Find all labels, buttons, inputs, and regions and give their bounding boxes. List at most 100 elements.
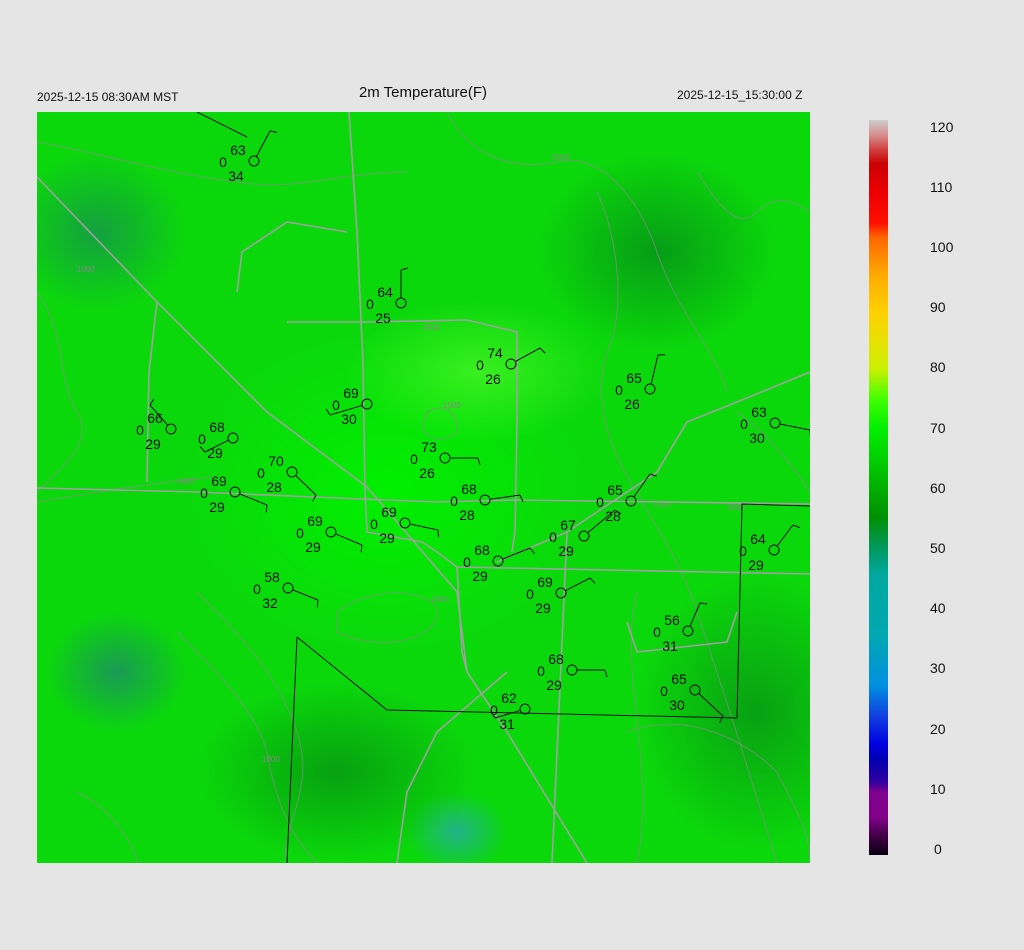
wind-barbs — [149, 130, 810, 723]
wind-barb-flag — [792, 524, 800, 529]
colorbar-tick-label: 10 — [930, 780, 946, 797]
wind-barb-shaft — [489, 494, 521, 500]
wind-barb-flag — [614, 509, 622, 515]
wind-barb-flag — [400, 267, 409, 271]
contour-label: 1500 — [422, 323, 440, 332]
station-temperature: 68 — [548, 651, 564, 667]
station-visibility: 0 — [537, 663, 545, 679]
station-temperature: 69 — [211, 473, 227, 489]
station-marker — [769, 417, 781, 429]
station-marker — [519, 703, 531, 715]
contour-label: 1000 — [177, 477, 195, 486]
station-dewpoint: 29 — [209, 499, 225, 515]
station-dewpoint: 34 — [228, 168, 244, 184]
station-temperature: 67 — [560, 517, 576, 533]
wind-barb-flag — [312, 494, 317, 502]
wind-barb-shaft — [650, 354, 659, 385]
station-visibility: 0 — [549, 529, 557, 545]
station-visibility: 0 — [296, 525, 304, 541]
station-marker — [227, 432, 239, 444]
colorbar-tick-label: 90 — [930, 299, 946, 316]
station-marker — [555, 587, 567, 599]
station-marker — [165, 423, 177, 435]
station-visibility: 0 — [410, 451, 418, 467]
station-marker — [282, 582, 294, 594]
station-dewpoint: 29 — [535, 600, 551, 616]
station-temperature: 68 — [474, 542, 490, 558]
station-visibility: 0 — [257, 465, 265, 481]
colorbar — [869, 120, 888, 855]
station-dewpoint: 29 — [145, 436, 161, 452]
wind-barb-shaft — [494, 709, 521, 719]
wind-barb-shaft — [239, 493, 268, 506]
wind-barb-shaft — [565, 577, 591, 592]
station-dewpoint: 29 — [379, 530, 395, 546]
colorbar-tick-label: 80 — [930, 359, 946, 376]
wind-barb-shaft — [779, 423, 810, 431]
station-visibility: 0 — [136, 422, 144, 438]
wind-barb-shaft — [698, 693, 724, 717]
wind-barb-shaft — [255, 130, 271, 157]
station-temperature: 69 — [343, 385, 359, 401]
station-dewpoint: 29 — [558, 543, 574, 559]
wind-barb-flag — [490, 711, 496, 719]
county-boundaries — [196, 112, 810, 863]
utc-time: 2025-12-15_15:30:00 Z — [677, 88, 803, 102]
wind-barb-shaft — [409, 523, 439, 531]
station-dewpoint: 29 — [472, 568, 488, 584]
contour-label: 1000 — [77, 265, 95, 274]
station-temperature: 66 — [147, 410, 163, 426]
wind-barb-flag — [199, 446, 206, 453]
station-visibility: 0 — [739, 543, 747, 559]
station-marker — [439, 452, 451, 464]
wind-barb-shaft — [633, 473, 651, 498]
station-dewpoint: 26 — [485, 371, 501, 387]
colorbar-tick-label: 40 — [930, 600, 946, 617]
station-temperature: 68 — [461, 481, 477, 497]
wind-barb-flag — [325, 408, 331, 416]
station-temperature: 69 — [537, 574, 553, 590]
wind-barb-flag — [699, 602, 708, 605]
station-temperature: 68 — [209, 419, 225, 435]
wind-barb-flag — [269, 130, 278, 134]
wind-barb-shaft — [204, 439, 229, 453]
colorbar-tick-label: 110 — [930, 178, 953, 195]
station-dewpoint: 25 — [375, 310, 391, 326]
station-temperature: 65 — [607, 482, 623, 498]
station-visibility: 0 — [450, 493, 458, 509]
station-dewpoint: 30 — [669, 697, 685, 713]
contour-label: 1000 — [262, 755, 280, 764]
station-visibility: 0 — [463, 554, 471, 570]
station-dewpoint: 26 — [419, 465, 435, 481]
wind-barb-flag — [539, 347, 546, 354]
wind-barb-flag — [649, 473, 658, 477]
station-visibility: 0 — [660, 683, 668, 699]
wind-barb-shaft — [502, 547, 531, 560]
station-marker — [361, 398, 373, 410]
station-dewpoint: 26 — [624, 396, 640, 412]
wind-barb-flag — [316, 599, 319, 608]
colorbar-tick-label: 100 — [930, 239, 954, 255]
station-visibility: 0 — [332, 397, 340, 413]
elevation-contours — [37, 112, 810, 863]
contour-label: 1500 — [443, 401, 461, 410]
station-visibility: 0 — [200, 485, 208, 501]
station-marker — [682, 625, 694, 637]
station-marker — [768, 544, 780, 556]
station-temperature: 64 — [377, 284, 393, 300]
station-marker — [689, 684, 701, 696]
wind-barb-shaft — [335, 533, 363, 546]
contour-label: 1500 — [653, 500, 671, 509]
wind-barb-flag — [589, 577, 596, 584]
wind-barb-flag — [719, 715, 724, 723]
station-visibility: 0 — [366, 296, 374, 312]
station-visibility: 0 — [219, 154, 227, 170]
station-temperature: 70 — [268, 453, 284, 469]
station-temperature: 58 — [264, 569, 280, 585]
station-temperature: 69 — [381, 504, 397, 520]
station-temperature: 64 — [750, 531, 766, 547]
contour-label: 2000 — [727, 503, 745, 512]
contour-label-group: 1000 1500 1500 2000 1000 1500 2000 1000 … — [77, 153, 745, 764]
colorbar-tick-label: 20 — [930, 720, 946, 737]
station-temperature: 63 — [230, 142, 246, 158]
